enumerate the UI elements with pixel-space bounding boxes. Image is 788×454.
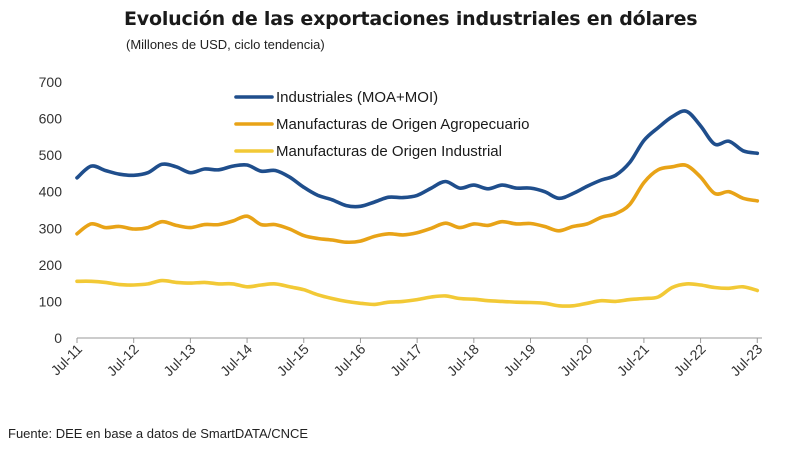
series-layer: [75, 109, 760, 308]
y-tick-label: 0: [54, 330, 62, 346]
legend-label-1: Manufacturas de Origen Agropecuario: [276, 116, 529, 133]
chart-subtitle: (Millones de USD, ciclo tendencia): [126, 37, 325, 52]
legend-label-0: Industriales (MOA+MOI): [276, 89, 438, 106]
x-tick-label: Jul-22: [670, 341, 708, 379]
x-tick-label: Jul-16: [330, 341, 368, 379]
x-tick-label: Jul-23: [727, 341, 765, 379]
source-note: Fuente: DEE en base a datos de SmartDATA…: [8, 426, 309, 441]
legend: Industriales (MOA+MOI) Manufacturas de Or…: [234, 89, 529, 160]
chart-title: Evolución de las exportaciones industria…: [124, 8, 698, 30]
y-tick-label: 700: [39, 74, 63, 90]
x-tick-label: Jul-12: [104, 341, 142, 379]
y-tick-label: 400: [39, 184, 63, 200]
x-tick-label: Jul-17: [387, 341, 425, 379]
y-tick-label: 600: [39, 111, 63, 127]
x-tick-label: Jul-14: [217, 341, 255, 379]
y-tick-label: 200: [39, 257, 63, 273]
x-tick-label: Jul-13: [160, 341, 198, 379]
y-tick-label: 100: [39, 293, 63, 309]
y-tick-label: 500: [39, 147, 63, 163]
series-line-0: [75, 109, 760, 209]
x-tick-label: Jul-15: [274, 341, 312, 379]
y-axis: 0 100 200 300 400 500 600 700: [39, 74, 63, 346]
x-tick-label: Jul-18: [444, 341, 482, 379]
x-tick-label: Jul-21: [614, 341, 652, 379]
x-tick-label: Jul-20: [557, 341, 595, 379]
series-line-1: [75, 163, 760, 245]
x-tick-label: Jul-19: [500, 341, 538, 379]
y-tick-label: 300: [39, 220, 63, 236]
x-axis: Jul-11 Jul-12 Jul-13 Jul-14 Jul-15 Jul-16 Jul-…: [48, 337, 766, 379]
legend-label-2: Manufacturas de Origen Industrial: [276, 143, 502, 160]
series-line-2: [75, 278, 760, 308]
x-tick-label: Jul-11: [48, 341, 86, 379]
